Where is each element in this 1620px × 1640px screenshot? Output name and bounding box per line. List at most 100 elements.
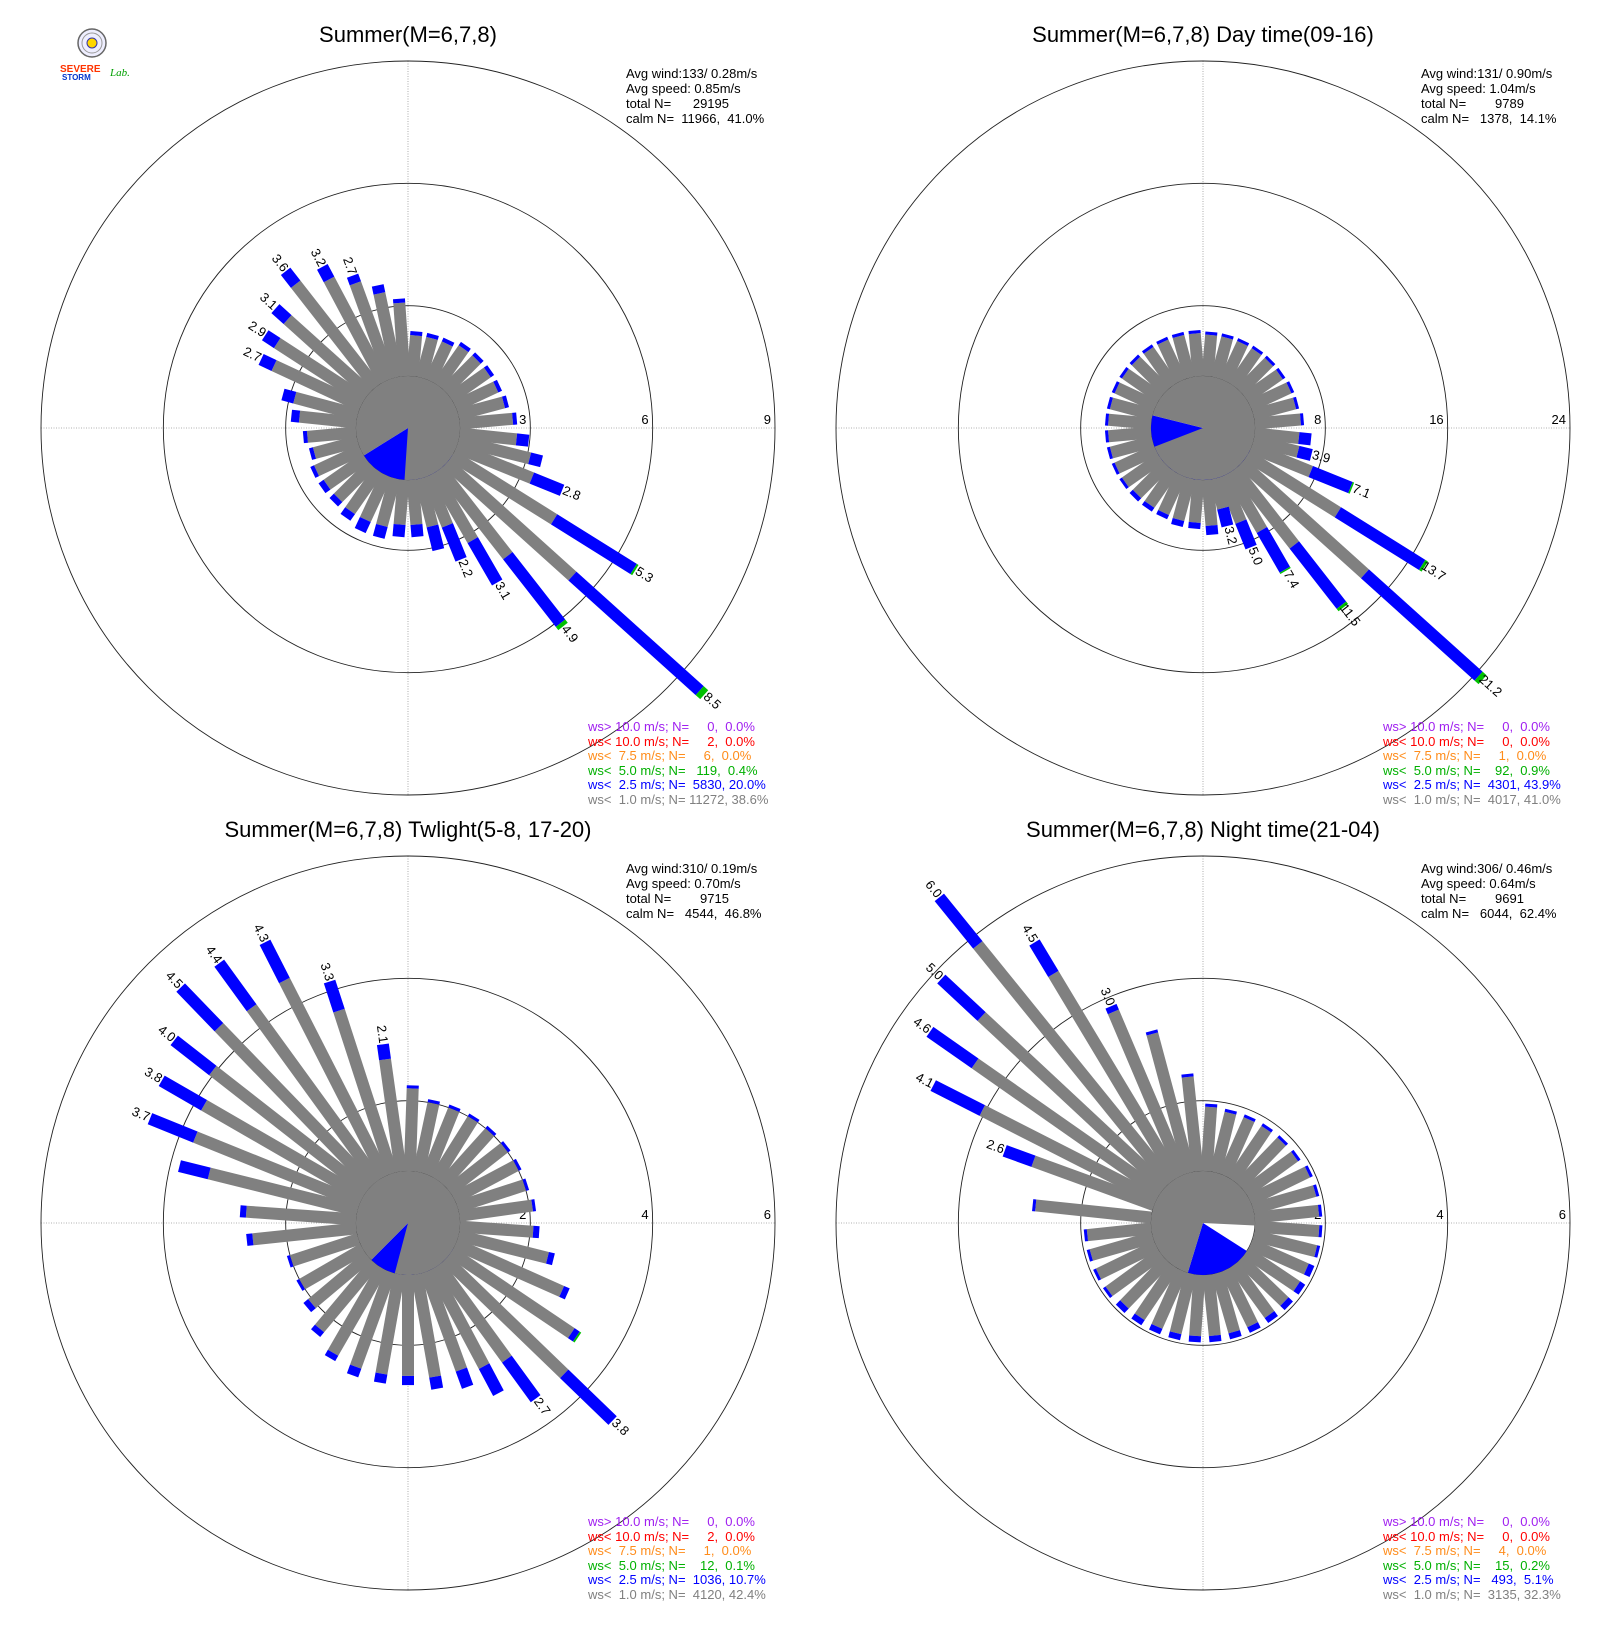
bar-lt1-8 — [1181, 1076, 1204, 1172]
bar-lt2_5-29 — [1106, 396, 1113, 410]
stat-line: Avg speed: 1.04m/s — [1421, 81, 1536, 96]
bar-lt1-24 — [1121, 452, 1164, 488]
bar-lt2_5-26 — [402, 1375, 414, 1386]
bar-lt2_5-3 — [280, 267, 301, 288]
bar-lt1-30 — [1114, 382, 1159, 412]
panel-stats: Avg wind:306/ 0.46m/s Avg speed: 0.64m/s t… — [1421, 861, 1557, 921]
bar-lt2_5-11 — [1243, 1114, 1256, 1123]
bar-lt2_5-18 — [546, 1251, 555, 1266]
bar-lt1-25 — [1114, 444, 1159, 474]
bar-lt1-6 — [373, 292, 404, 379]
calm-grey-wedge — [1151, 1171, 1255, 1273]
bar-lt2_5-17 — [1317, 1204, 1323, 1217]
bar-lt5-22 — [555, 619, 568, 631]
bar-lt2_5-36 — [290, 409, 301, 423]
bar-lt1-18 — [457, 434, 532, 465]
bar-lt1-25 — [414, 477, 439, 528]
bar-lt1-5 — [279, 977, 390, 1180]
stat-line: calm N= 6044, 62.4% — [1421, 906, 1557, 921]
legend-entry: ws> 10.0 m/s; N= 0, 0.0% — [588, 1514, 755, 1529]
legend-entry: ws< 7.5 m/s; N= 1, 0.0% — [1383, 748, 1547, 764]
bar-lt2_5-6 — [1286, 381, 1295, 394]
bar-lt2_5-28 — [1168, 1331, 1182, 1341]
bar-lt2_5-29 — [324, 1349, 339, 1362]
bar-lt2_5-15 — [501, 395, 510, 409]
bar-lt1-23 — [1228, 1261, 1275, 1319]
bar-lt2_5-11 — [1308, 465, 1353, 494]
bar-lt2_5-31 — [329, 493, 343, 507]
bar-lt1-0 — [193, 1131, 363, 1210]
severe-storm-lab-logo: SEVERE STORM Lab. — [58, 28, 148, 88]
panel-stats: Avg wind:310/ 0.19m/s Avg speed: 0.70m/s t… — [626, 861, 762, 921]
bar-lt2_5-26 — [1106, 446, 1113, 460]
legend-entry: ws< 10.0 m/s; N= 0, 0.0% — [1383, 1528, 1550, 1544]
bar-lt2_5-31 — [1119, 366, 1129, 379]
stat-line: calm N= 1378, 14.1% — [1421, 111, 1557, 126]
speed-legend: ws> 10.0 m/s; N= 0, 0.0% ws< 10.0 m/s; N=… — [1383, 719, 1561, 808]
bar-lt1-11 — [432, 345, 469, 389]
bar-lt1-23 — [1132, 460, 1171, 499]
bar-lt2_5-17 — [515, 433, 530, 447]
bar-lt2_5-8 — [410, 330, 423, 337]
bar-lt2_5-30 — [311, 1324, 325, 1337]
bar-lt2_5-7 — [392, 298, 406, 304]
bar-lt2_5-8 — [1299, 413, 1305, 426]
panel-title: Summer(M=6,7,8) — [319, 22, 497, 47]
bar-lt2_5-10 — [441, 337, 455, 347]
bar-lt1-0 — [271, 360, 364, 412]
bar-lt1-26 — [1109, 435, 1155, 459]
legend-entry: ws< 7.5 m/s; N= 6, 0.0% — [588, 748, 752, 764]
ring-2 — [1080, 1100, 1326, 1346]
bar-lt1-29 — [1151, 1268, 1188, 1329]
bar-lt1-28 — [1169, 1272, 1197, 1335]
bar-lt1-13 — [1234, 1137, 1286, 1190]
bar-lt2_5-2 — [170, 1035, 217, 1076]
bar-lt1-35 — [1172, 334, 1196, 380]
bar-lt2_5-10 — [1296, 445, 1313, 461]
bar-lt2_5-2 — [926, 1026, 979, 1069]
bar-lt1-33 — [1143, 346, 1179, 389]
legend-entry: ws< 2.5 m/s; N= 4301, 43.9% — [1383, 777, 1561, 793]
bar-lt2_5-16 — [531, 1199, 537, 1212]
legend-entry: ws< 5.0 m/s; N= 92, 0.9% — [1383, 762, 1550, 778]
bar-lt1-17 — [1209, 477, 1229, 510]
bar-lt1-18 — [1254, 1220, 1320, 1238]
bar-lt1-12 — [1243, 450, 1342, 518]
bar-lt1-16 — [458, 1199, 534, 1222]
ring-8 — [1080, 305, 1326, 551]
bar-lt1-7 — [1146, 1032, 1196, 1175]
bar-lt1-8 — [403, 1088, 419, 1172]
bar-lt5-20 — [630, 563, 639, 576]
bar-lt1-20 — [1172, 476, 1196, 522]
bar-lt2_5-1 — [158, 1075, 208, 1111]
bar-lt5-20 — [573, 1331, 582, 1343]
stat-line: Avg speed: 0.85m/s — [626, 81, 741, 96]
bar-lt2_5-34 — [1156, 336, 1169, 345]
ring-9 — [40, 60, 776, 796]
bar-label: 5.0 — [1246, 545, 1267, 567]
bar-lt1-22 — [435, 465, 513, 560]
bar-lt2_5-20 — [1303, 1263, 1315, 1277]
bar-lt2_5-30 — [1131, 1313, 1145, 1326]
bar-label: 4.1 — [913, 1069, 936, 1091]
bar-lt1-13 — [447, 367, 491, 404]
bar-lt1-28 — [1108, 413, 1152, 430]
bar-label: 2.6 — [985, 1136, 1007, 1156]
bar-lt1-20 — [1248, 1238, 1309, 1275]
bar-lt2_5-14 — [1291, 1149, 1301, 1162]
bar-lt2_5-0 — [1002, 1145, 1036, 1167]
bar-lt2_5-7 — [376, 1043, 391, 1061]
legend-entry: ws< 5.0 m/s; N= 119, 0.4% — [588, 762, 758, 778]
bar-label: 2.1 — [374, 1024, 391, 1044]
legend-entry: ws< 10.0 m/s; N= 2, 0.0% — [588, 733, 755, 749]
calm-grey-wedge — [356, 376, 461, 481]
bar-lt2_5-13 — [1277, 1135, 1289, 1146]
stat-line: Avg speed: 0.64m/s — [1421, 876, 1536, 891]
legend-entry: ws< 1.0 m/s; N= 4120, 42.4% — [588, 1586, 766, 1602]
bar-lt5-13 — [1474, 671, 1487, 685]
bar-lt2_5-31 — [1115, 1300, 1129, 1313]
bar-lt1-7 — [379, 1058, 407, 1173]
bar-lt2_5-8 — [406, 1085, 419, 1089]
bar-lt1-18 — [457, 1229, 549, 1264]
bar-lt2_5-4 — [214, 959, 257, 1012]
